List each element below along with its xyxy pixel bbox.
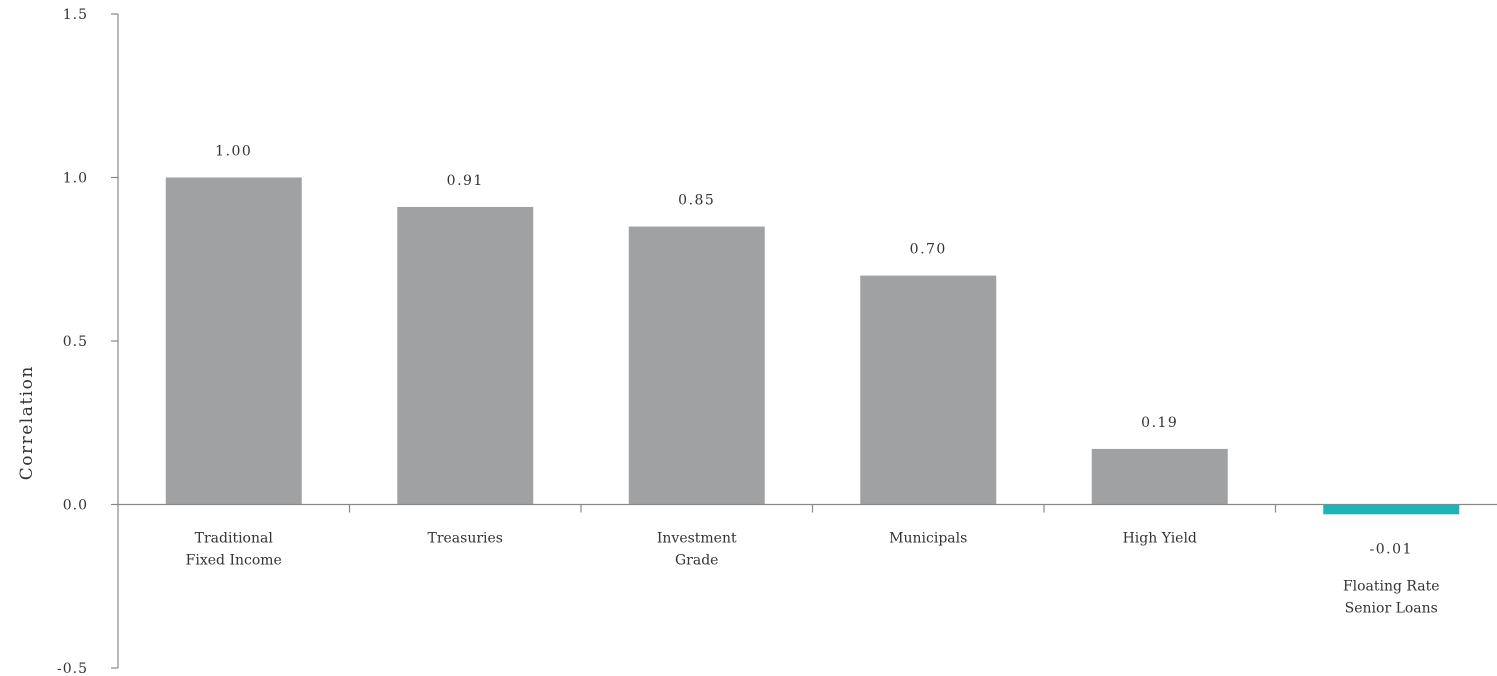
y-tick-label: 1.0: [63, 171, 88, 187]
data-label: 1.00: [215, 144, 252, 160]
y-axis-title: Correlation: [17, 365, 37, 480]
x-tick-label: Investment: [657, 531, 737, 547]
y-tick-label: 0.0: [63, 498, 88, 514]
data-label: -0.01: [1370, 542, 1413, 558]
bar: [165, 177, 302, 505]
bar: [1323, 504, 1460, 515]
x-tick-label: Traditional: [195, 531, 274, 547]
bar: [628, 226, 765, 505]
x-tick-label: Fixed Income: [186, 553, 282, 569]
data-label: 0.19: [1141, 415, 1178, 431]
data-label: 0.70: [910, 242, 947, 258]
data-label: 0.85: [678, 193, 715, 209]
bar: [1091, 448, 1228, 505]
x-tick-label: Grade: [675, 553, 718, 569]
bar: [860, 275, 997, 505]
x-tick-label: Floating Rate: [1343, 579, 1440, 595]
x-tick-label: Treasuries: [427, 531, 503, 547]
y-tick-label: 0.5: [63, 334, 88, 350]
x-tick-label: Municipals: [889, 531, 967, 547]
y-tick-label: 1.5: [63, 7, 88, 23]
x-tick-label: Senior Loans: [1345, 601, 1438, 617]
x-tick-label: High Yield: [1123, 531, 1197, 547]
data-label: 0.91: [447, 173, 484, 189]
bar: [397, 206, 534, 505]
y-tick-label: -0.5: [57, 661, 88, 676]
